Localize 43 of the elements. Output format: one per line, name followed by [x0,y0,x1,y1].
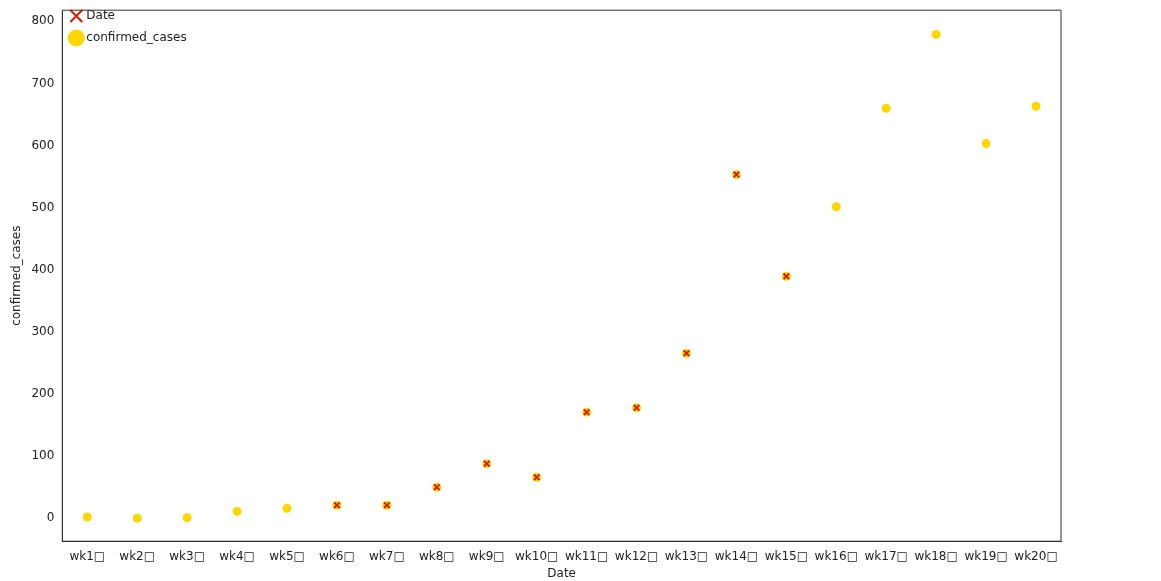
point [182,513,192,523]
x-tick-label: wk7□ [369,548,405,563]
point [82,512,92,522]
x-tick-label: wk15□ [764,548,809,563]
x-tick-label: wk13□ [664,548,709,563]
y-tick-label: 0 [46,509,55,524]
x-tick-label: wk11□ [564,548,609,563]
y-axis-title: confirmed_cases [9,225,24,326]
y-tick-label: 700 [31,75,55,90]
x-tick-label: wk12□ [614,548,659,563]
point [282,503,292,513]
point [831,202,841,212]
point [232,506,242,516]
x-tick-label: wk9□ [468,548,505,563]
y-tick-label: 400 [31,261,55,276]
x-axis-title: Date [547,565,576,580]
y-tick-label: 300 [31,323,55,338]
x-tick-label: wk4□ [219,548,255,563]
point [881,103,891,113]
y-tick-label: 800 [31,13,55,28]
x-tick-label: wk17□ [864,548,908,563]
x-tick-label: wk20□ [1014,548,1058,563]
legend-label: confirmed_cases [86,30,187,45]
x-tick-label: wk5□ [269,548,305,563]
x-tick-label: wk14□ [714,548,759,563]
point [1031,101,1041,111]
x-tick-label: wk10□ [515,548,559,563]
x-tick-label: wk2□ [119,548,156,563]
x-tick-label: wk16□ [814,548,858,563]
x-tick-label: wk6□ [319,548,355,563]
y-tick-label: 600 [31,137,55,152]
y-tick-label: 100 [31,447,55,462]
point [981,139,991,149]
x-tick-label: wk19□ [964,548,1008,563]
point [132,513,142,523]
y-tick-label: 500 [31,199,55,214]
y-tick-label: 200 [31,385,55,400]
x-tick-label: wk3□ [169,548,206,563]
legend-label: Date [86,8,115,23]
point [931,29,941,39]
x-tick-label: wk18□ [914,548,958,563]
x-tick-label: wk1□ [69,548,106,563]
x-tick-label: wk8□ [418,548,455,563]
